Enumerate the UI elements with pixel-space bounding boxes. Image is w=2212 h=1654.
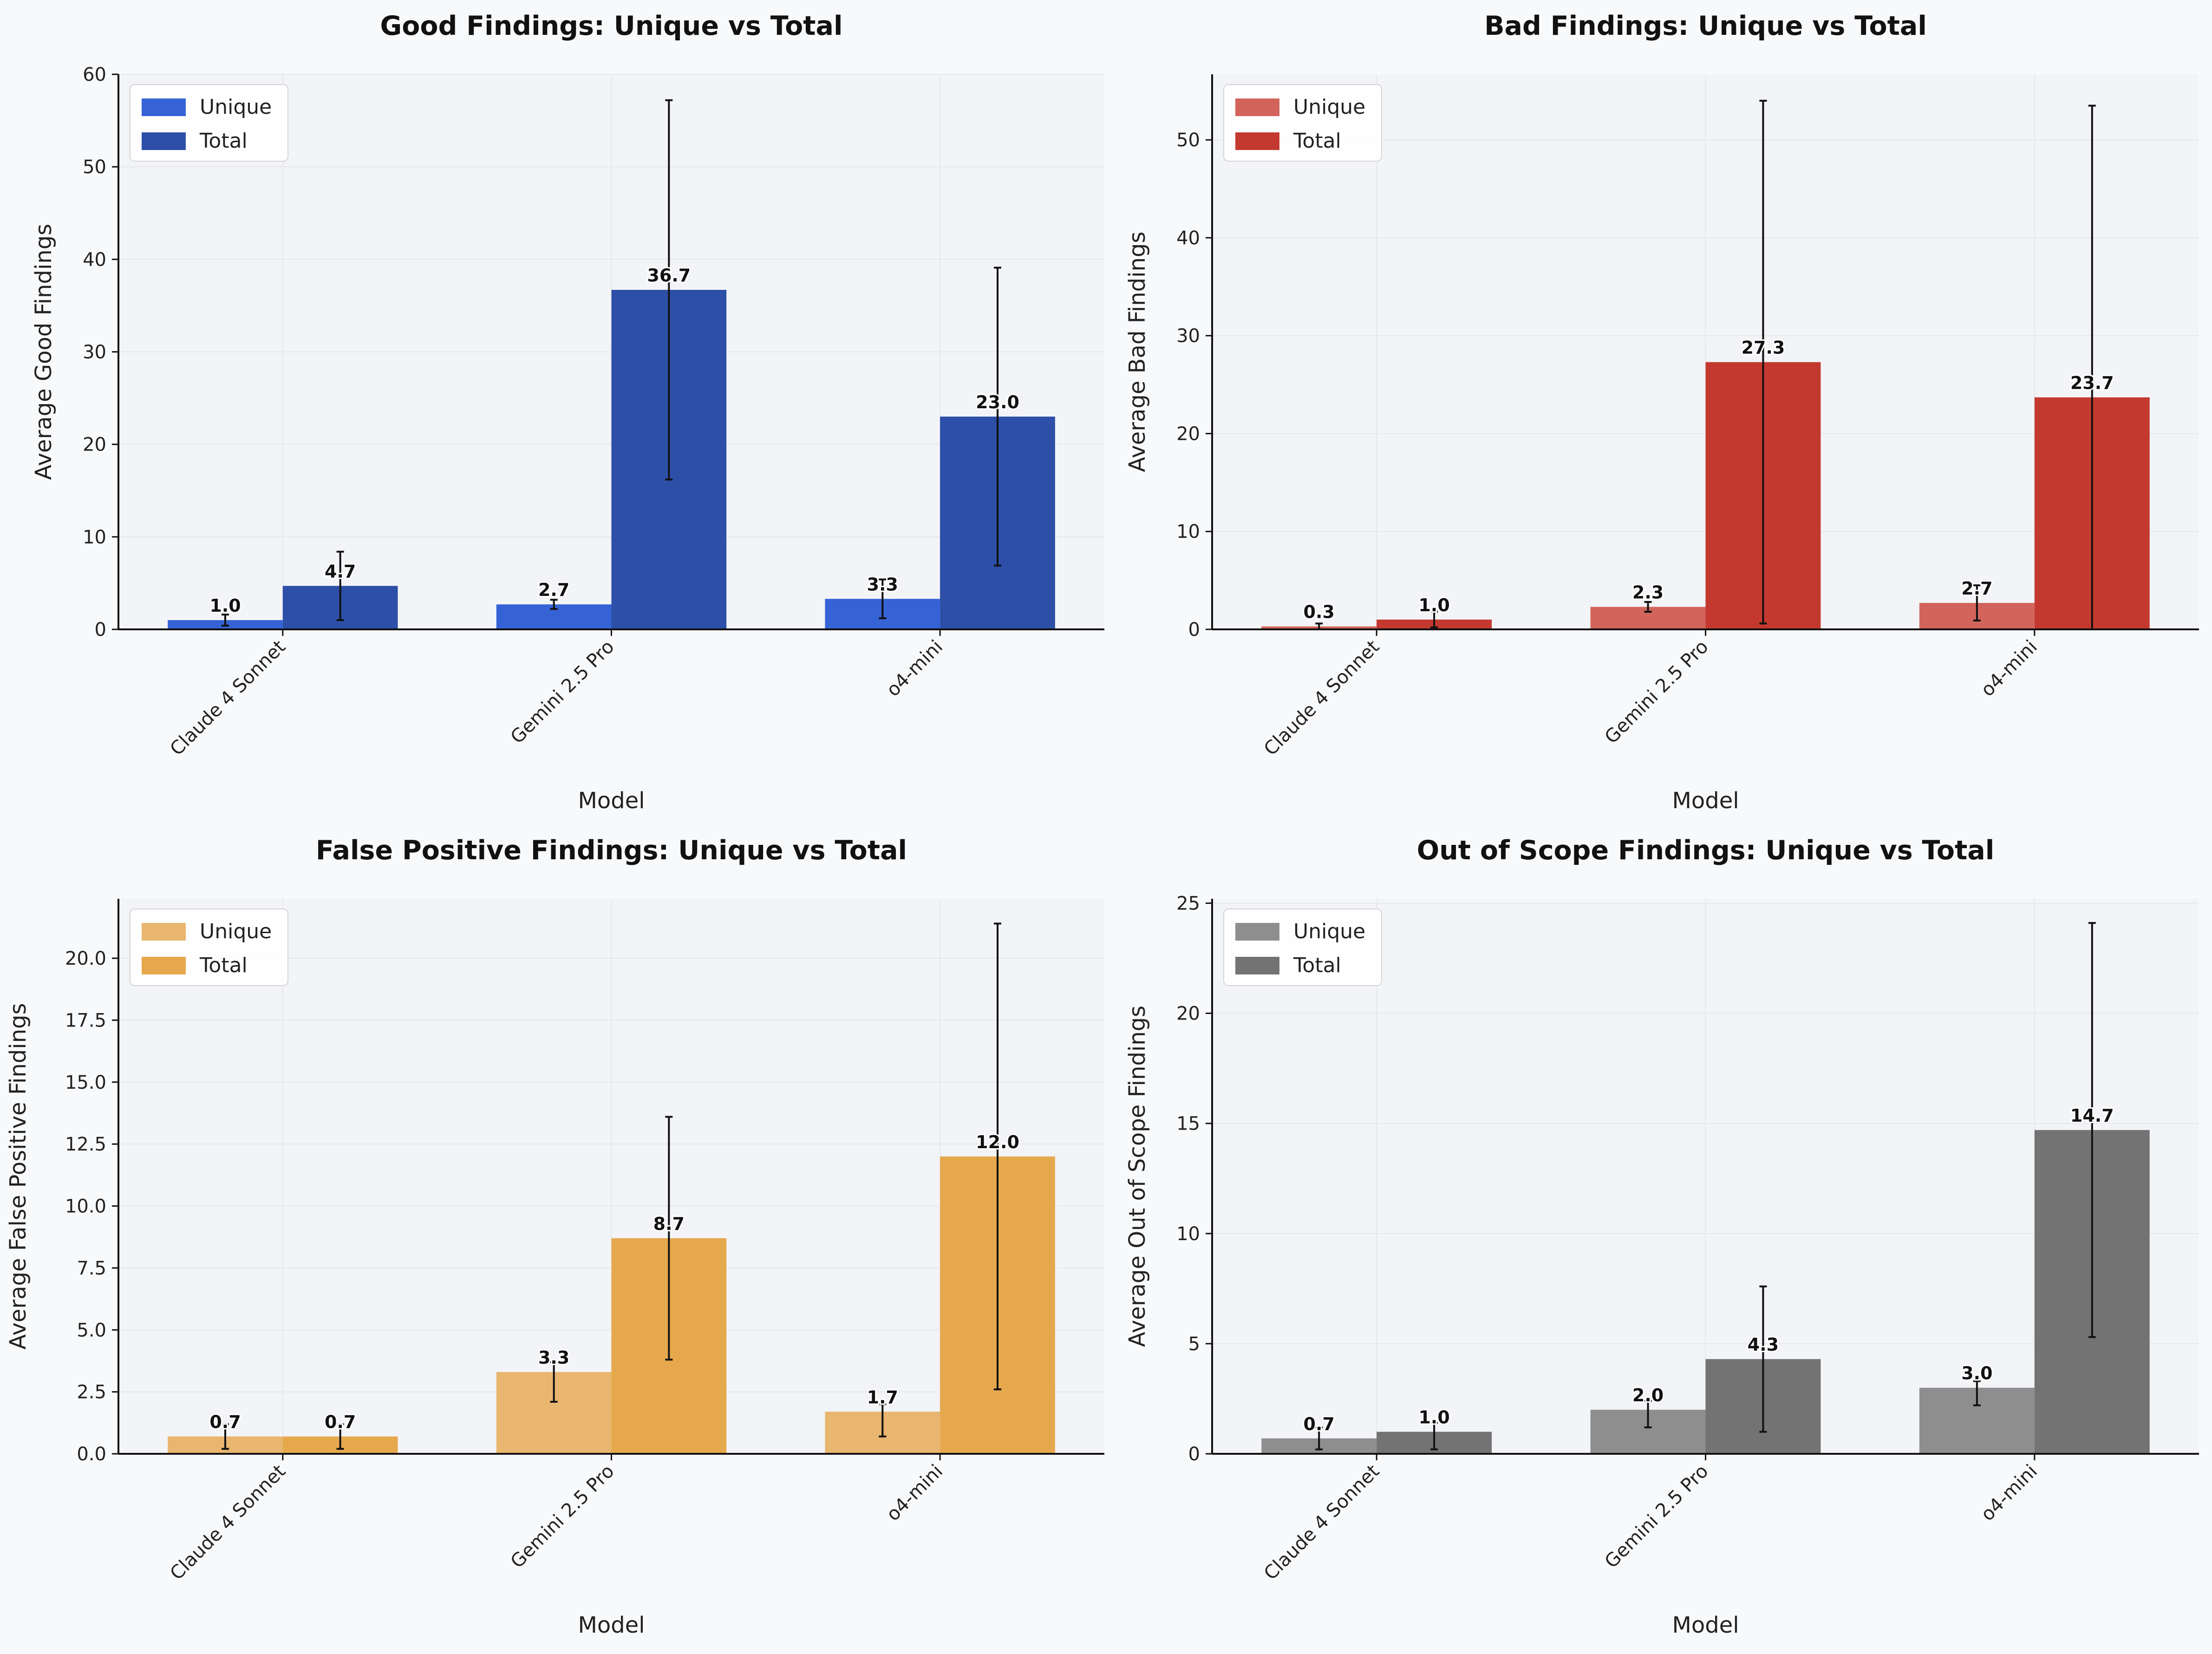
x-axis-label: Model (578, 1612, 645, 1638)
y-tick-label: 10 (1176, 1223, 1200, 1245)
y-tick-label: 12.5 (65, 1134, 106, 1155)
chart-panel-2: 0.3 2.3 2.7 1.0 27.3 23.7 0 10 20 30 40 50 Claude 4 … (1124, 11, 2199, 814)
data-label: 2.7 (1961, 578, 1992, 599)
legend-swatch-unique (142, 98, 186, 116)
data-label: 1.0 (1418, 1407, 1449, 1428)
y-tick-label: 17.5 (65, 1010, 106, 1031)
data-label: 4.7 (325, 561, 356, 582)
y-tick-label: 10 (83, 527, 106, 548)
data-label: 3.3 (538, 1347, 569, 1368)
legend-label: Unique (1293, 920, 1365, 943)
data-label: 0.7 (1304, 1414, 1335, 1434)
data-label: 23.0 (976, 392, 1019, 412)
x-tick-label: Claude 4 Sonnet (1260, 1461, 1383, 1584)
legend-label: Total (1293, 129, 1341, 153)
y-tick-label: 10.0 (65, 1196, 106, 1217)
chart-panel-1: 1.0 2.7 3.3 4.7 36.7 23.0 0 10 20 30 40 50 60 Claude … (31, 11, 1104, 814)
x-tick-label: Claude 4 Sonnet (166, 636, 290, 760)
data-label: 4.3 (1748, 1334, 1779, 1355)
legend-label: Total (199, 129, 248, 153)
data-label: 27.3 (1742, 338, 1785, 358)
y-tick-label: 20 (1176, 1003, 1200, 1025)
data-label: 1.0 (209, 595, 241, 616)
data-label: 2.7 (538, 580, 569, 600)
y-tick-label: 5 (1188, 1334, 1200, 1355)
legend-label: Total (1293, 954, 1341, 977)
y-axis-label: Average False Positive Findings (5, 1003, 31, 1350)
legend-swatch-total (142, 132, 186, 150)
x-tick-label: Gemini 2.5 Pro (1601, 636, 1713, 748)
data-label: 2.3 (1632, 582, 1664, 603)
x-axis-label: Model (1672, 788, 1739, 814)
y-tick-label: 40 (83, 249, 106, 270)
x-axis-label: Model (578, 788, 645, 814)
data-label: 14.7 (2070, 1105, 2114, 1126)
y-tick-label: 0 (1188, 619, 1200, 641)
x-axis-label: Model (1672, 1612, 1739, 1638)
data-label: 3.0 (1961, 1363, 1992, 1384)
x-tick-label: o4-mini (1977, 636, 2042, 701)
chart-title: Good Findings: Unique vs Total (380, 11, 842, 41)
data-label: 12.0 (976, 1132, 1019, 1152)
y-tick-label: 50 (1176, 130, 1200, 151)
x-tick-label: Claude 4 Sonnet (166, 1461, 290, 1584)
legend-swatch-unique (1235, 98, 1279, 116)
data-label: 1.7 (867, 1387, 898, 1407)
legend-label: Unique (200, 95, 272, 119)
y-tick-label: 60 (83, 64, 106, 85)
data-label: 3.3 (867, 574, 898, 595)
legend-label: Unique (1293, 95, 1365, 119)
x-tick-label: o4-mini (1977, 1461, 2042, 1525)
y-tick-label: 15 (1176, 1113, 1200, 1135)
legend-label: Total (199, 954, 248, 977)
y-tick-label: 2.5 (77, 1382, 106, 1403)
y-tick-label: 5.0 (77, 1320, 106, 1341)
data-label: 23.7 (2070, 373, 2114, 393)
x-tick-label: Gemini 2.5 Pro (507, 636, 619, 748)
legend-swatch-total (142, 957, 186, 974)
x-tick-label: o4-mini (882, 636, 947, 701)
legend-swatch-unique (142, 923, 186, 941)
y-tick-label: 15.0 (65, 1072, 106, 1093)
y-tick-label: 40 (1176, 228, 1200, 249)
y-tick-label: 20.0 (65, 948, 106, 969)
data-label: 1.0 (1418, 595, 1449, 615)
y-tick-label: 0.0 (77, 1444, 106, 1465)
legend-swatch-total (1235, 132, 1279, 150)
y-tick-label: 7.5 (77, 1258, 106, 1279)
legend-swatch-unique (1235, 923, 1279, 941)
chart-title: False Positive Findings: Unique vs Total (316, 835, 907, 866)
x-tick-label: o4-mini (882, 1461, 947, 1525)
data-label: 36.7 (647, 265, 691, 286)
data-label: 0.7 (325, 1412, 356, 1432)
y-axis-label: Average Good Findings (31, 224, 57, 480)
legend-label: Unique (200, 920, 272, 943)
y-tick-label: 20 (1176, 423, 1200, 445)
y-tick-label: 0 (95, 619, 106, 641)
data-label: 0.7 (209, 1412, 241, 1432)
x-tick-label: Gemini 2.5 Pro (1601, 1461, 1713, 1573)
data-label: 2.0 (1632, 1385, 1664, 1406)
chart-panel-4: 0.7 2.0 3.0 1.0 4.3 14.7 0 5 10 15 20 25 Claude 4 So… (1124, 835, 2199, 1638)
x-tick-label: Gemini 2.5 Pro (507, 1461, 619, 1573)
chart-panel-3: 0.7 3.3 1.7 0.7 8.7 12.0 0.0 2.5 5.0 7.5 10.0 12.5 1… (5, 835, 1104, 1638)
y-axis-label: Average Out of Scope Findings (1124, 1006, 1150, 1347)
y-tick-label: 10 (1176, 521, 1200, 543)
chart-title: Out of Scope Findings: Unique vs Total (1417, 835, 1995, 866)
chart-title: Bad Findings: Unique vs Total (1484, 11, 1927, 41)
y-tick-label: 20 (83, 434, 106, 456)
y-tick-label: 30 (83, 342, 106, 363)
y-axis-label: Average Bad Findings (1124, 231, 1150, 472)
x-tick-label: Claude 4 Sonnet (1260, 636, 1383, 760)
y-tick-label: 30 (1176, 326, 1200, 347)
data-label: 0.3 (1304, 602, 1335, 622)
y-tick-label: 25 (1176, 893, 1200, 914)
y-tick-label: 50 (83, 157, 106, 178)
data-label: 8.7 (653, 1214, 685, 1234)
y-tick-label: 0 (1188, 1444, 1200, 1465)
legend-swatch-total (1235, 957, 1279, 974)
